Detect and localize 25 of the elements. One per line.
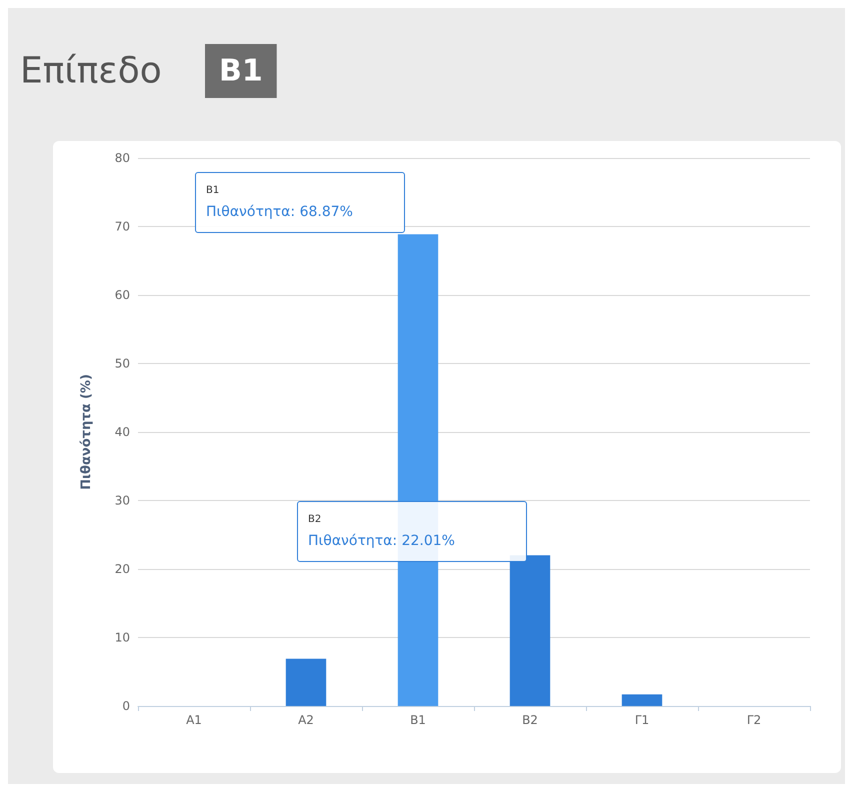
y-tick-label: 80 <box>114 151 130 165</box>
chart-subtitle: B1 <box>219 54 263 88</box>
y-tick-label: 10 <box>114 630 130 644</box>
annotation: B2 Πιθανότητα: 22.01% <box>308 514 456 549</box>
annotation: B1 Πιθανότητα: 68.87% <box>206 185 354 220</box>
y-axis-title: Πιθανότητα (%) <box>79 374 94 490</box>
x-tick-label: Γ1 <box>634 713 650 727</box>
chart-title: Επίπεδο <box>20 50 162 92</box>
y-tick-label: 60 <box>114 288 130 302</box>
y-tick-label: 50 <box>114 356 130 370</box>
y-tick-label: 70 <box>114 220 130 234</box>
bar <box>286 658 326 706</box>
bar <box>622 694 662 706</box>
x-tick-label: A2 <box>298 713 314 727</box>
y-tick-label: 20 <box>114 562 130 576</box>
x-tick-label: B1 <box>410 713 426 727</box>
x-tick-label: Γ2 <box>746 713 762 727</box>
x-tick-label: B2 <box>522 713 538 727</box>
bar <box>510 555 550 706</box>
y-tick-label: 0 <box>122 699 130 713</box>
x-tick-label: A1 <box>186 713 202 727</box>
tooltip-box: B2 Πιθανότητα: 22.01% <box>297 501 527 562</box>
tooltip-box: B1 Πιθανότητα: 68.87% <box>195 172 405 233</box>
y-tick-label: 30 <box>114 494 130 508</box>
y-tick-label: 40 <box>114 425 130 439</box>
